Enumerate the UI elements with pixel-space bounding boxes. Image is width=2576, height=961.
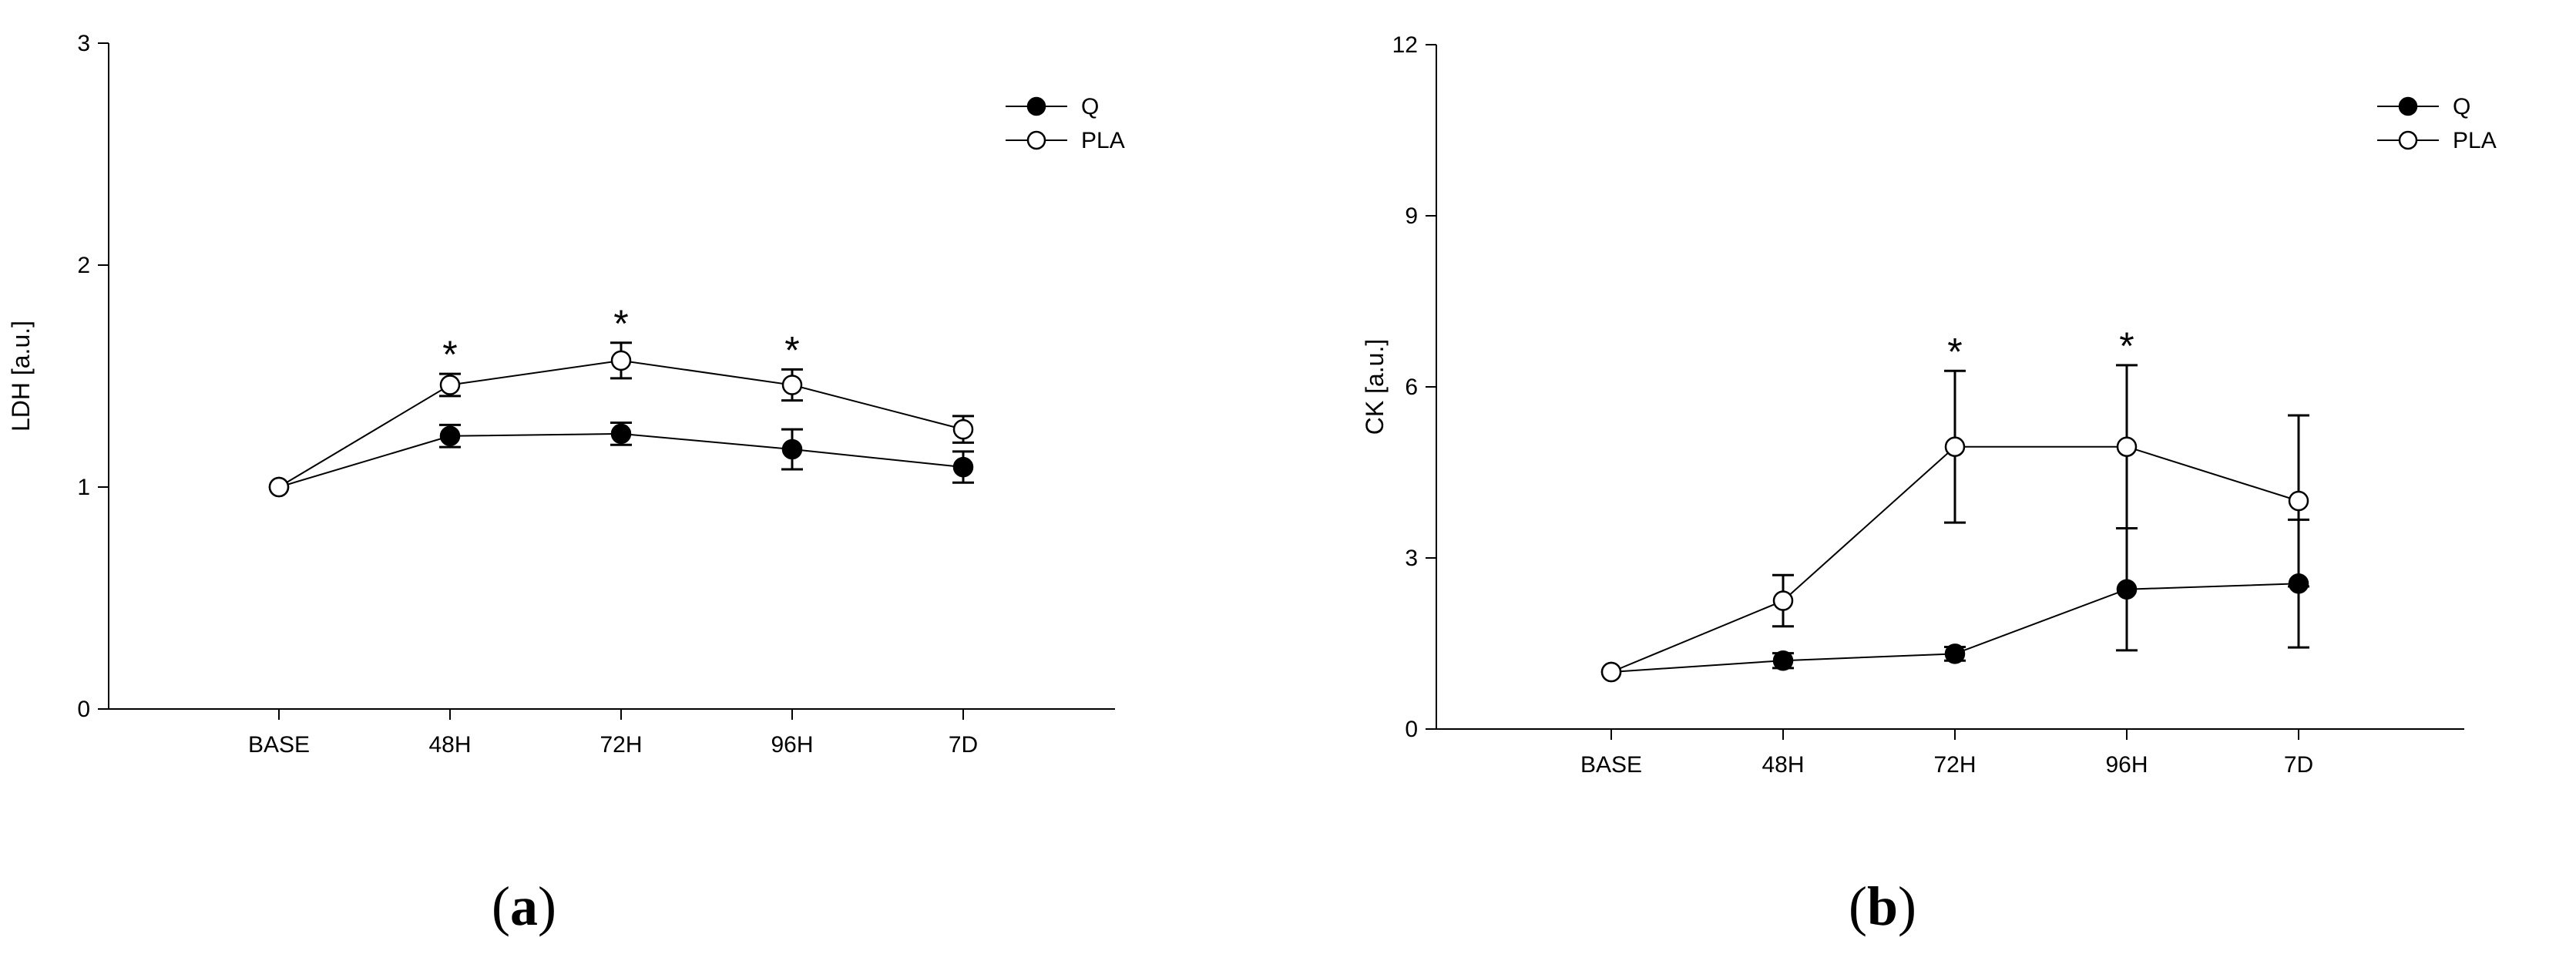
legend: Q PLA <box>2377 94 2497 153</box>
series-q <box>1600 518 2309 683</box>
y-tick-label: 2 <box>77 253 90 278</box>
series-pla <box>1600 364 2309 683</box>
legend: Q PLA <box>1006 94 1125 153</box>
data-point <box>1944 643 1966 664</box>
significance-marker: * <box>442 333 457 376</box>
y-tick-label: 1 <box>77 475 90 500</box>
y-tick-label: 6 <box>1405 375 1418 400</box>
data-point <box>2116 436 2138 457</box>
legend-label: PLA <box>1081 128 1125 153</box>
data-point <box>439 375 461 395</box>
legend-marker <box>2398 130 2418 150</box>
legend-label: Q <box>1081 94 1099 119</box>
y-tick-label: 3 <box>1405 546 1418 571</box>
data-point <box>1944 436 1966 457</box>
data-point <box>439 425 461 447</box>
series-pla <box>268 341 974 498</box>
y-tick-label: 9 <box>1405 203 1418 229</box>
legend-marker <box>1026 130 1046 150</box>
x-tick-label: 48H <box>428 732 471 758</box>
data-point <box>268 476 290 498</box>
chart-panel-1: 0 1 2 3 BASE 48H 72H 96H 7D LDH [a.u.] * * * Q PLA (a) <box>7 31 1125 937</box>
data-point <box>2116 579 2138 600</box>
x-tick-label: 96H <box>771 732 813 758</box>
data-point <box>952 456 974 478</box>
data-point <box>610 423 632 445</box>
data-point <box>610 350 632 371</box>
significance-marker: * <box>784 328 799 371</box>
x-tick-label: 48H <box>1762 752 1804 778</box>
x-tick-label: 72H <box>599 732 642 758</box>
panel-label-open: ( <box>492 875 510 937</box>
x-tick-label: BASE <box>1580 752 1642 778</box>
panel-label: (b) <box>1849 875 1916 937</box>
y-tick-label: 12 <box>1392 32 1418 58</box>
x-tick-label: 72H <box>1933 752 1976 778</box>
x-tick-label: 96H <box>2105 752 2148 778</box>
x-tick-label: 7D <box>949 732 978 758</box>
panel-label-letter: b <box>1867 875 1898 937</box>
legend-marker <box>1026 96 1046 116</box>
y-axis-label: LDH [a.u.] <box>7 321 35 432</box>
significance-marker: * <box>613 302 628 345</box>
panel-label-close: ) <box>1898 875 1916 937</box>
series-q <box>268 421 974 498</box>
y-tick-label: 3 <box>77 31 90 56</box>
data-point <box>781 375 803 395</box>
x-tick-label: BASE <box>248 732 310 758</box>
data-point <box>1600 661 1622 683</box>
panel-label-open: ( <box>1849 875 1867 937</box>
panel-label-letter: a <box>510 875 538 937</box>
data-point <box>1772 590 1794 611</box>
panel-label-close: ) <box>538 875 556 937</box>
significance-marker: * <box>2119 324 2134 368</box>
legend-label: Q <box>2453 94 2470 119</box>
panel-label: (a) <box>492 875 556 937</box>
data-point <box>781 438 803 460</box>
data-point <box>2288 490 2309 512</box>
x-tick-label: 7D <box>2284 752 2313 778</box>
chart-panel-2: 0 3 6 9 12 BASE 48H 72H 96H 7D CK [a.u.] * * Q PLA (b) <box>1361 32 2497 937</box>
y-tick-label: 0 <box>1405 717 1418 742</box>
y-tick-label: 0 <box>77 697 90 722</box>
data-point <box>952 418 974 440</box>
significance-marker: * <box>1947 330 1962 373</box>
legend-label: PLA <box>2453 128 2497 153</box>
y-axis-label: CK [a.u.] <box>1361 339 1389 435</box>
data-point <box>1772 650 1794 671</box>
legend-marker <box>2398 96 2418 116</box>
